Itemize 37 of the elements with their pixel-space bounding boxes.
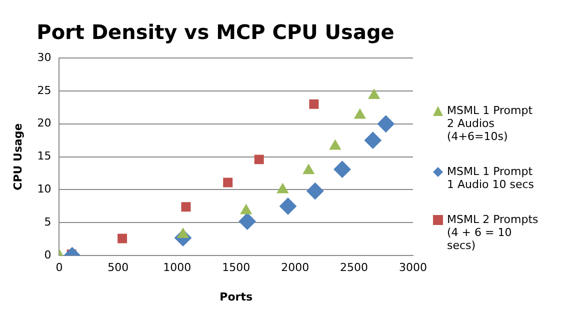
point — [306, 182, 324, 200]
point — [368, 89, 380, 100]
point — [354, 108, 366, 119]
x-tick-label: 500 — [108, 261, 129, 274]
y-tick-label: 30 — [37, 50, 52, 64]
y-tick-label: 20 — [37, 116, 52, 130]
y-axis-title: CPU Usage — [11, 123, 24, 190]
y-tick-label: 15 — [37, 150, 52, 163]
x-tick-label: 2500 — [340, 261, 368, 274]
x-tick-label: 2000 — [281, 261, 310, 274]
point — [181, 202, 191, 212]
point — [238, 212, 256, 230]
point — [364, 132, 382, 149]
x-tick-label: 1500 — [222, 261, 250, 274]
point — [309, 99, 319, 109]
point — [334, 160, 351, 178]
point — [118, 234, 128, 244]
chart-title: Port Density vs MCP CPU Usage — [36, 20, 394, 44]
point — [240, 204, 252, 214]
point — [254, 154, 264, 164]
point — [377, 115, 394, 132]
point — [302, 164, 314, 174]
point — [329, 140, 341, 150]
point — [279, 198, 296, 215]
y-tick-label: 0 — [44, 248, 52, 262]
x-tick-label: 3000 — [399, 261, 428, 274]
x-axis-title: Ports — [220, 290, 253, 304]
point — [223, 178, 233, 188]
y-tick-label: 25 — [37, 84, 52, 97]
y-tick-label: 5 — [44, 216, 52, 229]
legend-label: MSML 1 Prompt 2 Audios (4+6=10s) — [447, 104, 534, 143]
x-tick-label: 0 — [56, 261, 63, 274]
y-tick-label: 10 — [37, 182, 52, 196]
x-tick-label: 1000 — [163, 261, 192, 274]
point — [276, 183, 288, 194]
legend-label: MSML 2 Prompts (4 + 6 = 10 secs) — [447, 213, 539, 252]
legend-label: MSML 1 Prompt 1 Audio 10 secs — [447, 165, 536, 191]
